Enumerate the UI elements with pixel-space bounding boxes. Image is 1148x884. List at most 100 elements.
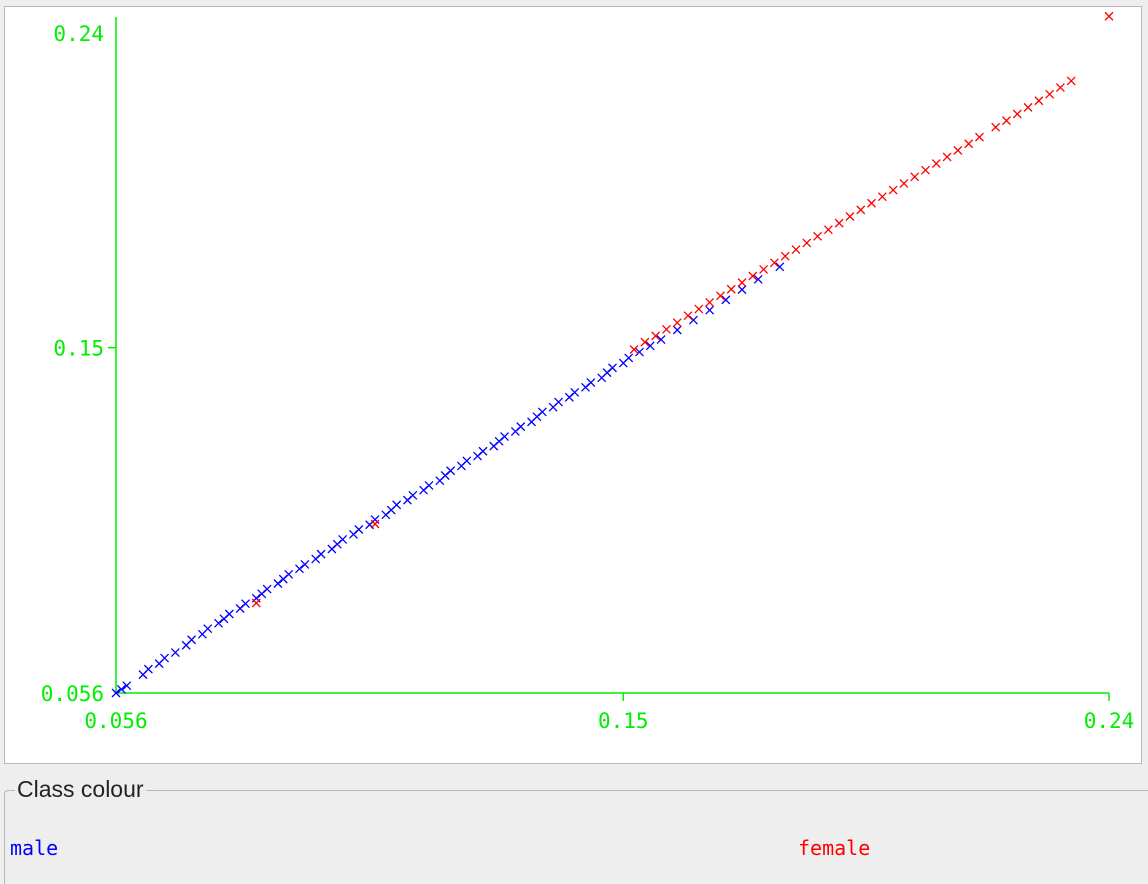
data-point-female [370, 519, 380, 529]
legend-title: Class colour [15, 776, 146, 803]
data-point-female [991, 122, 1001, 132]
data-point-female [251, 598, 261, 608]
data-point-female [888, 185, 898, 195]
data-point-male [392, 500, 402, 510]
series-male [111, 262, 785, 698]
data-point-female [910, 172, 920, 182]
data-point-female [1104, 11, 1114, 21]
data-point-male [262, 584, 272, 594]
data-point-female [877, 192, 887, 202]
data-point-female [651, 331, 661, 341]
data-point-male [316, 549, 326, 559]
data-point-female [867, 198, 877, 208]
axes [115, 17, 1109, 694]
legend-entry-female[interactable]: female [798, 836, 871, 860]
data-point-female [899, 178, 909, 188]
data-point-female [759, 264, 769, 274]
y-tick-label: 0.24 [53, 22, 104, 46]
legend-entry-male[interactable]: male [10, 836, 59, 860]
data-point-female [737, 278, 747, 288]
class-colour-legend: Class colour male female [4, 770, 1148, 884]
data-point-female [1045, 89, 1055, 99]
data-point-female [834, 218, 844, 228]
data-point-male [446, 466, 456, 476]
data-point-male [354, 525, 364, 534]
series-female [251, 11, 1114, 608]
data-point-male [462, 456, 472, 466]
scatter-plot[interactable]: 0.056 0.15 0.24 0.24 0.15 0.056 [5, 7, 1141, 763]
data-point-male [635, 347, 644, 357]
x-tick-label: 0.24 [1084, 709, 1135, 733]
data-point-male [143, 664, 153, 674]
data-point-female [1055, 83, 1065, 92]
data-point-male [111, 688, 121, 698]
data-point-male [737, 285, 747, 295]
data-point-female [672, 318, 682, 328]
data-point-male [122, 681, 132, 691]
data-point-female [683, 311, 693, 321]
data-point-female [975, 132, 984, 142]
data-point-male [775, 262, 785, 272]
data-point-male [705, 305, 715, 315]
legend-border [4, 790, 1148, 884]
data-point-male [170, 648, 180, 658]
data-point-female [705, 298, 715, 307]
y-tick-label: 0.15 [53, 337, 104, 361]
data-point-female [942, 152, 952, 162]
data-point-female [662, 324, 671, 334]
data-point-female [791, 245, 801, 255]
data-points [111, 11, 1114, 698]
data-point-male [273, 579, 283, 588]
data-point-male [500, 432, 510, 442]
data-point-female [1002, 116, 1011, 126]
data-point-male [116, 684, 126, 694]
scatter-plot-panel[interactable]: 0.056 0.15 0.24 0.24 0.15 0.056 [4, 6, 1142, 764]
data-point-male [478, 446, 488, 456]
x-tick-label: 0.15 [598, 709, 649, 733]
x-tick-label: 0.056 [84, 709, 147, 733]
data-point-female [726, 284, 736, 294]
data-point-male [570, 388, 580, 397]
data-point-male [672, 325, 682, 335]
data-point-male [224, 609, 234, 619]
data-point-male [721, 295, 731, 305]
data-point-male [688, 315, 698, 325]
data-point-female [1023, 102, 1033, 112]
data-point-male [408, 490, 418, 500]
data-point-female [748, 271, 758, 281]
data-point-male [656, 335, 666, 345]
data-point-female [964, 139, 974, 149]
tick-labels: 0.056 0.15 0.24 0.24 0.15 0.056 [41, 22, 1135, 733]
data-point-male [645, 341, 655, 351]
data-point-male [300, 559, 310, 569]
data-point-male [203, 624, 213, 634]
data-point-female [921, 165, 930, 175]
data-point-male [537, 407, 547, 417]
data-point-female [953, 145, 963, 155]
data-point-female [780, 251, 790, 261]
data-point-male [608, 363, 617, 373]
y-tick-label: 0.056 [41, 682, 104, 706]
data-point-male [624, 353, 634, 363]
data-point-female [1034, 96, 1044, 106]
data-point-female [769, 258, 779, 268]
data-point-male [516, 422, 526, 432]
data-point-male [554, 397, 563, 407]
data-point-male [424, 480, 434, 490]
data-point-male [214, 618, 223, 628]
data-point-female [694, 304, 704, 314]
data-point-male [187, 635, 197, 645]
data-point-male [241, 599, 250, 609]
data-point-male [160, 653, 170, 663]
data-point-male [338, 534, 348, 544]
data-point-female [813, 231, 823, 241]
data-point-female [931, 159, 941, 169]
data-point-female [845, 212, 855, 221]
data-point-female [802, 238, 812, 248]
data-point-female [629, 345, 639, 354]
data-point-female [856, 205, 866, 215]
data-point-male [370, 515, 380, 525]
data-point-female [1012, 109, 1022, 119]
data-point-female [1066, 76, 1076, 86]
data-point-male [295, 564, 304, 574]
